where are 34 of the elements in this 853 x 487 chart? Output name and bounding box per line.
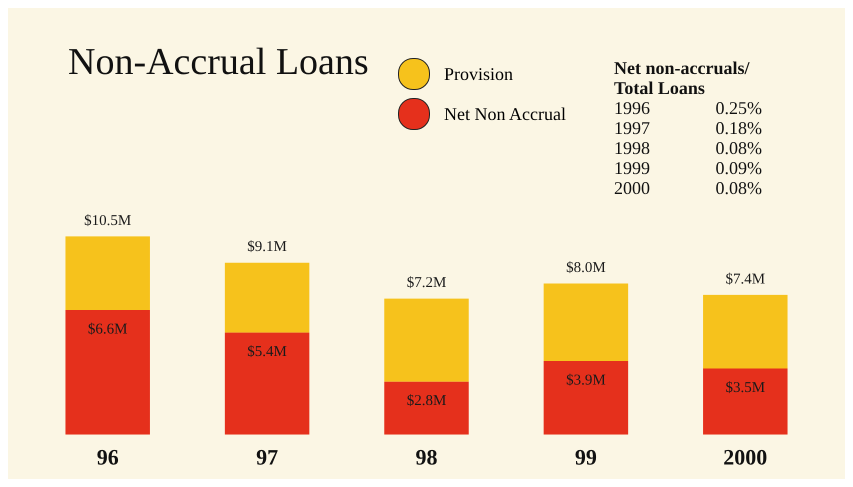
bar [544, 284, 628, 361]
text: 1998 0.08% [614, 138, 762, 158]
total-label: $8.0M [566, 260, 606, 276]
bar [384, 298, 469, 382]
bar [65, 310, 150, 435]
bar [703, 368, 788, 435]
total-label: $10.5M [84, 212, 132, 229]
data-label: $3.9M [566, 372, 606, 388]
x-tick-label: 98 [416, 444, 438, 470]
text: 1996 0.25% [614, 98, 762, 118]
data-label: $2.8M [406, 393, 446, 410]
bar [384, 382, 469, 435]
total-label: $7.4M [726, 271, 766, 288]
text: 1999 0.09% [614, 158, 762, 178]
chart-title: Non-Accrual Loans [68, 40, 369, 84]
data-label: $5.4M [247, 344, 287, 360]
bar [224, 262, 310, 333]
bar [65, 236, 150, 310]
x-tick-label: 97 [256, 444, 278, 470]
bar [703, 294, 788, 369]
bar [544, 360, 628, 435]
x-tick-label: 99 [574, 444, 597, 470]
total-label: $9.1M [247, 239, 287, 256]
legend-label: Provision [443, 62, 514, 86]
text: Net non-accruals/ Total Loans [614, 58, 751, 98]
text: 1997 0.18% [614, 118, 762, 138]
x-tick-label: 96 [96, 444, 119, 470]
text: 2000 0.08% [614, 178, 762, 198]
total-label: $7.2M [406, 275, 446, 292]
legend-label: Net Non Accrual [443, 102, 566, 126]
bar [224, 332, 310, 435]
data-label: $3.5M [726, 380, 766, 396]
x-tick-label: 2000 [723, 444, 768, 470]
data-label: $6.6M [88, 321, 128, 338]
